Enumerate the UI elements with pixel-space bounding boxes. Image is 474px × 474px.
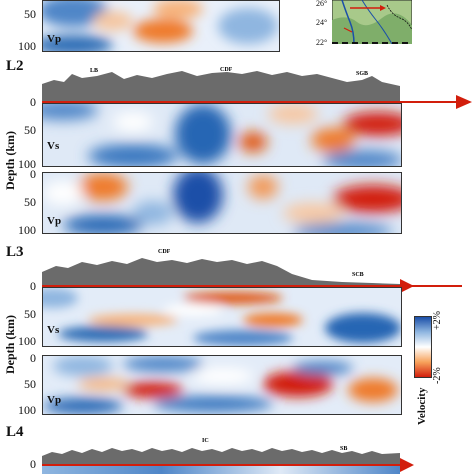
section-arrow bbox=[456, 95, 472, 109]
y-tick: 0 bbox=[30, 279, 36, 293]
colorbar bbox=[414, 316, 432, 378]
colorbar-bottom-label: -2% bbox=[432, 367, 443, 384]
y-tick: 0 bbox=[30, 351, 36, 365]
y-axis-label: Depth (km) bbox=[3, 131, 17, 190]
velocity-panel-l4 bbox=[42, 466, 400, 474]
y-tick: 0 bbox=[30, 95, 36, 109]
colorbar-title: Velocity bbox=[416, 387, 428, 425]
geo-label: CDF bbox=[158, 249, 171, 255]
y-tick: 100 bbox=[18, 403, 36, 417]
geo-label: LB bbox=[90, 68, 99, 74]
section-line bbox=[42, 464, 400, 466]
y-axis-label: Depth (km) bbox=[3, 315, 17, 374]
y-tick: 50 bbox=[24, 195, 36, 209]
y-tick: 100 bbox=[18, 39, 36, 53]
colorbar-top-label: +2% bbox=[432, 311, 443, 330]
y-tick: 100 bbox=[18, 223, 36, 237]
topography-l3: CDF SCB bbox=[42, 249, 400, 286]
geo-label: SB bbox=[340, 446, 348, 452]
y-tick: 0 bbox=[30, 167, 36, 181]
y-tick: 100 bbox=[18, 334, 36, 348]
velocity-panel-l3-vs: Vs bbox=[42, 287, 402, 347]
top-strip: 50 100 Vp bbox=[0, 0, 280, 55]
velocity-panel-l2-vp: Vp bbox=[42, 172, 402, 234]
section-line bbox=[42, 285, 462, 287]
section-arrow bbox=[400, 458, 414, 472]
lat-label: 26° bbox=[316, 0, 328, 8]
topography-l4: IC SB bbox=[42, 436, 400, 464]
velocity-panel-l1-vp: Vp bbox=[42, 0, 280, 52]
velocity-panel-l2-vs: Vs bbox=[42, 103, 402, 167]
section-title: L3 bbox=[6, 244, 24, 260]
y-tick: 100 bbox=[18, 157, 36, 171]
inset-map: 26° 24° 22° bbox=[316, 0, 413, 48]
panel-label: Vs bbox=[47, 324, 60, 336]
lat-label: 24° bbox=[316, 18, 328, 27]
section-arrow bbox=[400, 279, 414, 293]
panel-label: Vs bbox=[47, 140, 60, 152]
section-line bbox=[42, 101, 462, 103]
lat-label: 22° bbox=[316, 38, 328, 47]
section-title: L4 bbox=[6, 424, 24, 440]
topography-l2: LB CDF SGB bbox=[42, 62, 400, 102]
map-image bbox=[332, 0, 412, 44]
y-tick: 50 bbox=[24, 377, 36, 391]
velocity-panel-l3-vp: Vp bbox=[42, 355, 402, 415]
y-tick: 50 bbox=[24, 7, 36, 21]
geo-label: CDF bbox=[220, 67, 233, 73]
panel-label: Vp bbox=[47, 394, 62, 406]
section-title: L2 bbox=[6, 58, 24, 74]
y-tick: 0 bbox=[30, 457, 36, 471]
y-tick: 50 bbox=[24, 307, 36, 321]
geo-label: SCB bbox=[352, 272, 364, 278]
panel-label: Vp bbox=[47, 215, 62, 227]
y-tick: 50 bbox=[24, 123, 36, 137]
geo-label: IC bbox=[202, 438, 209, 444]
geo-label: SGB bbox=[356, 71, 369, 77]
panel-label: Vp bbox=[47, 33, 62, 45]
